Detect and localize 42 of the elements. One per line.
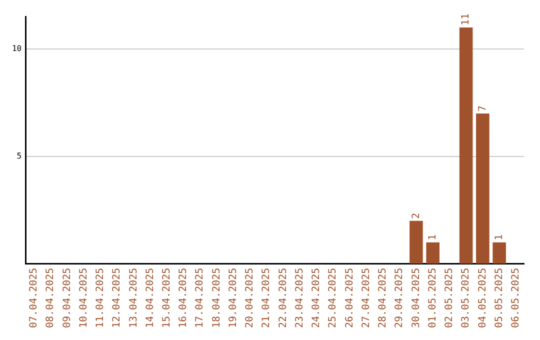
x-tick-label: 05.05.2025 [494, 268, 505, 328]
x-tick-label: 17.04.2025 [194, 268, 206, 328]
x-tick-label: 20.04.2025 [244, 268, 256, 328]
bar [459, 28, 473, 264]
data-label: 2 [410, 212, 422, 219]
data-label: 1 [427, 234, 438, 240]
x-tick-label: 19.04.2025 [228, 268, 239, 328]
x-tick-label: 26.04.2025 [344, 268, 356, 328]
x-tick-label: 13.04.2025 [128, 268, 140, 328]
x-tick-label: 28.04.2025 [378, 268, 389, 328]
data-label: 1 [494, 234, 505, 240]
bar [410, 220, 423, 264]
x-tick-label: 11.04.2025 [95, 268, 106, 328]
bar [476, 113, 490, 264]
x-tick-label: 04.05.2025 [477, 268, 488, 328]
y-tick-label: 5 [16, 151, 22, 160]
x-tick-label: 01.05.2025 [427, 268, 438, 328]
x-tick-label: 10.04.2025 [78, 268, 90, 328]
data-label: 7 [477, 105, 488, 112]
bar [426, 242, 440, 264]
x-tick-label: 12.04.2025 [112, 268, 123, 328]
y-tick-label: 10 [12, 44, 22, 54]
x-tick-label: 03.05.2025 [460, 268, 472, 328]
x-tick-label: 07.04.2025 [28, 268, 40, 328]
x-tick-label: 21.04.2025 [261, 268, 272, 328]
x-tick-label: 14.04.2025 [144, 268, 156, 328]
x-tick-label: 29.04.2025 [394, 268, 406, 328]
x-tick-label: 30.04.2025 [410, 268, 422, 328]
x-tick-label: 25.04.2025 [328, 268, 339, 328]
x-tick-label: 15.04.2025 [162, 268, 172, 328]
bar [492, 242, 506, 264]
x-tick-label: 16.04.2025 [178, 268, 190, 328]
x-tick-label: 22.04.2025 [278, 268, 289, 328]
x-tick-label: 18.04.2025 [211, 268, 222, 328]
x-tick-label: 24.04.2025 [311, 268, 322, 328]
x-tick-label: 09.04.2025 [62, 268, 73, 328]
x-tick-label: 08.04.2025 [45, 268, 56, 328]
x-tick-label: 23.04.2025 [294, 268, 306, 328]
x-tick-label: 02.05.2025 [444, 268, 456, 328]
x-tick-label: 27.04.2025 [360, 268, 372, 328]
x-tick-label: 06.05.2025 [510, 268, 522, 328]
data-label: 11 [460, 13, 472, 26]
